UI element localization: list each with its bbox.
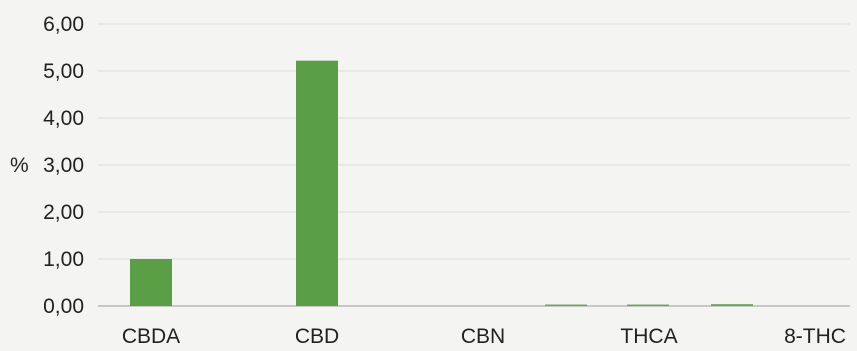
y-tick-label: 6,00	[43, 13, 84, 36]
y-tick-label: 3,00	[43, 154, 84, 177]
x-category-label: CBDA	[122, 325, 180, 348]
x-category-label: CBD	[295, 325, 339, 348]
x-category-label: 8-THC	[784, 325, 846, 348]
bar-cbd	[296, 60, 338, 306]
bar-cbda	[130, 259, 172, 306]
grid-lines	[98, 23, 850, 307]
y-tick-label: 0,00	[43, 295, 84, 318]
minor-bar	[627, 304, 669, 306]
x-category-label: THCA	[620, 325, 677, 348]
x-axis-categories: CBDA CBD CBN THCA 8-THC	[122, 325, 846, 348]
y-tick-label: 5,00	[43, 60, 84, 83]
y-axis-ticks: 0,00 1,00 2,00 3,00 4,00 5,00 6,00	[43, 13, 84, 318]
bars	[130, 60, 753, 306]
y-tick-label: 4,00	[43, 107, 84, 130]
x-category-label: CBN	[461, 325, 505, 348]
y-axis-label: %	[10, 154, 29, 177]
minor-bar	[711, 304, 753, 306]
y-tick-label: 2,00	[43, 201, 84, 224]
y-tick-label: 1,00	[43, 248, 84, 271]
minor-bar	[545, 304, 587, 306]
